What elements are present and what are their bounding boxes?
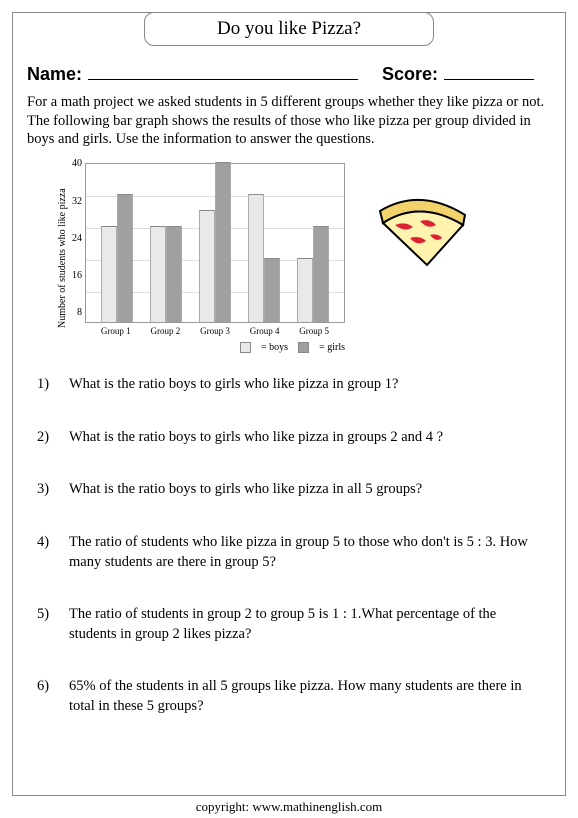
question-number: 5) [27, 605, 69, 644]
bar-chart-plot [85, 163, 345, 323]
bar-boys [150, 226, 166, 322]
intro-text: For a math project we asked students in … [27, 93, 551, 150]
bar-girls [117, 194, 133, 322]
question: 1)What is the ratio boys to girls who li… [27, 375, 551, 395]
question: 6)65% of the students in all 5 groups li… [27, 677, 551, 716]
question: 3)What is the ratio boys to girls who li… [27, 480, 551, 500]
ytick: 8 [72, 307, 82, 318]
question-text: The ratio of students in group 2 to grou… [69, 605, 551, 644]
question-text: 65% of the students in all 5 groups like… [69, 677, 551, 716]
name-input-line[interactable] [88, 60, 358, 80]
question-number: 1) [27, 375, 69, 395]
legend-label-boys: = boys [261, 342, 288, 353]
bar-group [199, 162, 231, 322]
bar-girls [215, 162, 231, 322]
question-text: The ratio of students who like pizza in … [69, 533, 551, 572]
bar-boys [101, 226, 117, 322]
xtick: Group 1 [101, 326, 131, 336]
bar-group [297, 226, 329, 322]
bar-boys [199, 210, 215, 322]
bar-group [248, 194, 280, 322]
ytick: 40 [72, 158, 82, 169]
xtick: Group 2 [151, 326, 181, 336]
bar-girls [264, 258, 280, 322]
bar-group [150, 226, 182, 322]
xtick: Group 5 [299, 326, 329, 336]
chart-y-ticks: 40 32 24 16 8 [72, 158, 85, 318]
bar-girls [166, 226, 182, 322]
legend-swatch-boys [240, 342, 251, 353]
score-input-line[interactable] [444, 60, 534, 80]
xtick: Group 4 [250, 326, 280, 336]
question-list: 1)What is the ratio boys to girls who li… [27, 375, 551, 716]
name-label: Name: [27, 64, 82, 85]
page-title: Do you like Pizza? [144, 12, 434, 46]
question-text: What is the ratio boys to girls who like… [69, 375, 551, 395]
chart-legend: = boys = girls [85, 342, 345, 353]
bar-group [101, 194, 133, 322]
question-number: 6) [27, 677, 69, 716]
ytick: 24 [72, 233, 82, 244]
question-number: 4) [27, 533, 69, 572]
question: 5)The ratio of students in group 2 to gr… [27, 605, 551, 644]
legend-swatch-girls [298, 342, 309, 353]
question-text: What is the ratio boys to girls who like… [69, 480, 551, 500]
ytick: 16 [72, 270, 82, 281]
ytick: 32 [72, 196, 82, 207]
question: 4)The ratio of students who like pizza i… [27, 533, 551, 572]
chart-x-ticks: Group 1 Group 2 Group 3 Group 4 Group 5 [85, 326, 345, 336]
worksheet-frame: Do you like Pizza? Name: Score: For a ma… [12, 12, 566, 796]
bar-boys [248, 194, 264, 322]
question-number: 2) [27, 428, 69, 448]
xtick: Group 3 [200, 326, 230, 336]
pizza-icon [375, 193, 470, 273]
name-score-row: Name: Score: [27, 60, 551, 85]
question: 2)What is the ratio boys to girls who li… [27, 428, 551, 448]
bar-boys [297, 258, 313, 322]
question-number: 3) [27, 480, 69, 500]
copyright-text: copyright: www.mathinenglish.com [0, 799, 578, 815]
chart-area: Number of students who like pizza 40 32 … [27, 163, 551, 353]
bar-girls [313, 226, 329, 322]
legend-label-girls: = girls [319, 342, 345, 353]
chart-y-axis-label: Number of students who like pizza [57, 163, 68, 353]
score-label: Score: [382, 64, 438, 85]
question-text: What is the ratio boys to girls who like… [69, 428, 551, 448]
